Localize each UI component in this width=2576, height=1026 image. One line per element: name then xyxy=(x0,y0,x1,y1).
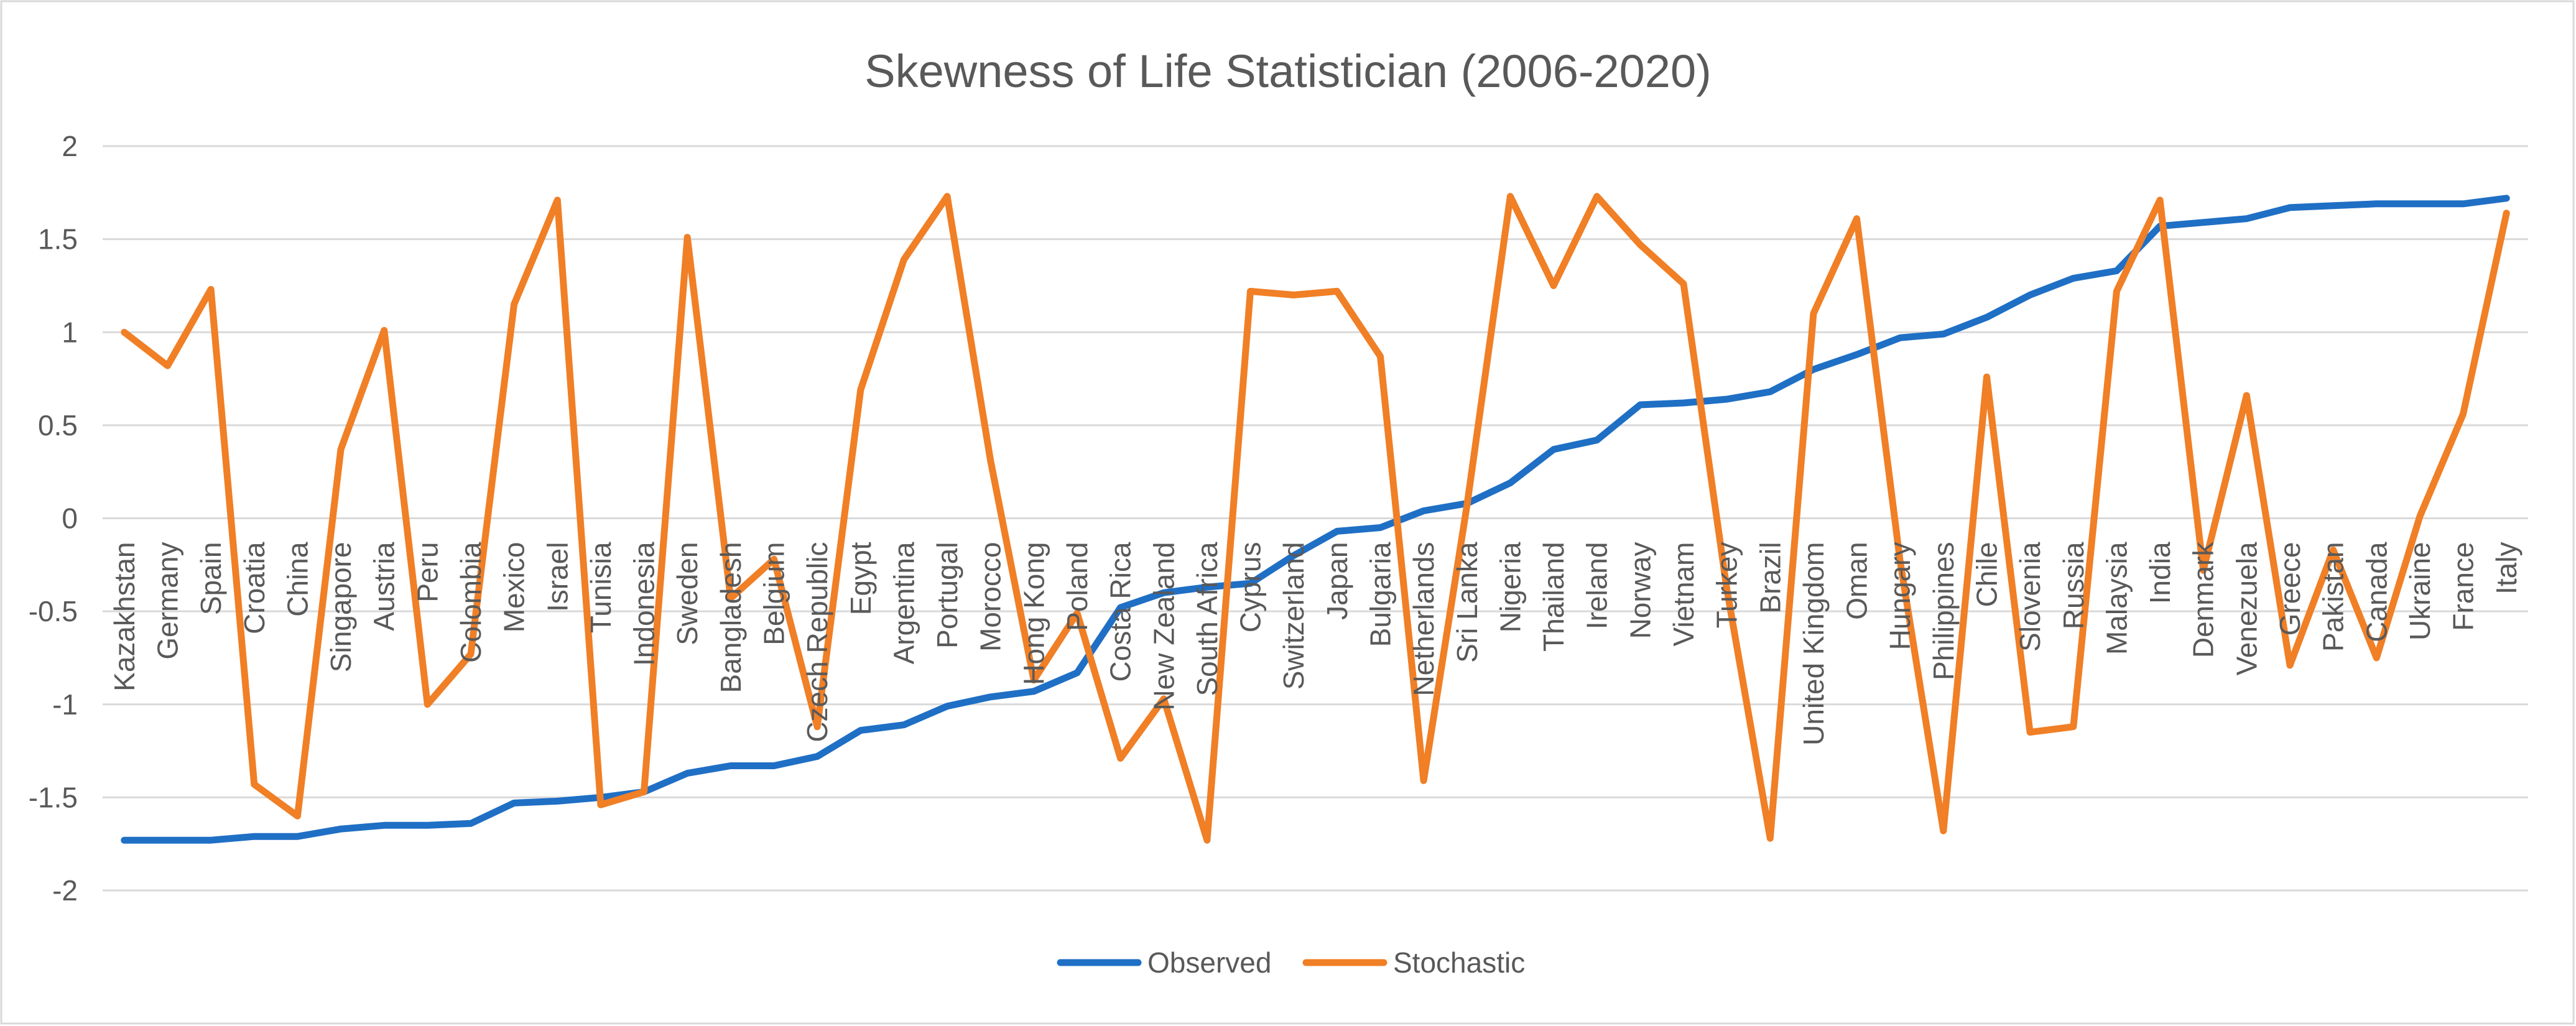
x-category-label: Belgium xyxy=(758,542,790,645)
chart-title: Skewness of Life Statistician (2006-2020… xyxy=(864,45,1712,97)
x-category-label: South Africa xyxy=(1191,542,1223,696)
x-axis-category-labels: Kazakhstan Germany Spain Croatia China Singap… xyxy=(108,542,2523,746)
x-category-label: Spain xyxy=(195,542,227,615)
x-category-label: Thailand xyxy=(1537,542,1570,651)
x-category-label: Peru xyxy=(411,542,443,602)
x-category-label: Sweden xyxy=(671,542,703,645)
x-category-label: Italy xyxy=(2490,542,2523,594)
x-category-label: Egypt xyxy=(845,542,877,615)
y-tick-label: 0.5 xyxy=(38,409,78,441)
x-category-label: Nigeria xyxy=(1494,542,1526,632)
x-category-label: Japan xyxy=(1321,542,1353,619)
y-tick-label: -2 xyxy=(52,874,78,907)
x-category-label: Austria xyxy=(368,542,401,631)
x-category-label: Singapore xyxy=(325,542,357,672)
gridlines xyxy=(103,145,2528,892)
y-tick-label: 1.5 xyxy=(38,223,78,256)
y-tick-label: 0 xyxy=(62,502,78,535)
x-category-label: United Kingdom xyxy=(1797,542,1830,746)
x-category-label: India xyxy=(2144,542,2176,604)
x-category-label: Morocco xyxy=(975,542,1007,652)
x-category-label: Ireland xyxy=(1581,542,1613,630)
x-category-label: Switzerland xyxy=(1277,542,1310,690)
y-tick-label: 2 xyxy=(62,130,78,162)
x-category-label: Israel xyxy=(541,542,573,612)
legend-label-observed: Observed xyxy=(1147,946,1271,979)
x-category-label: Poland xyxy=(1061,542,1093,631)
x-category-label: Indonesia xyxy=(628,542,660,666)
x-category-label: Pakistan xyxy=(2317,542,2350,651)
x-category-label: Russia xyxy=(2057,542,2090,629)
x-category-label: Turkey xyxy=(1711,542,1743,628)
x-category-label: Cyprus xyxy=(1235,542,1267,632)
x-category-label: Denmark xyxy=(2187,542,2220,659)
x-category-label: Norway xyxy=(1624,542,1656,639)
x-category-label: Vietnam xyxy=(1667,542,1700,647)
x-category-label: Chile xyxy=(1971,542,2003,608)
x-category-label: Bulgaria xyxy=(1364,542,1397,647)
x-category-label: Colombia xyxy=(455,542,487,663)
series-line-stochastic xyxy=(121,193,2510,844)
y-tick-label: -1 xyxy=(52,688,78,721)
x-category-label: Hong Kong xyxy=(1017,542,1050,685)
x-category-label: Germany xyxy=(152,542,184,660)
x-category-label: Costa Rica xyxy=(1105,542,1137,682)
x-category-label: Czech Republic xyxy=(801,542,833,742)
x-category-label: Mexico xyxy=(498,542,530,632)
x-category-label: France xyxy=(2447,542,2480,631)
legend-label-stochastic: Stochastic xyxy=(1393,946,1525,979)
x-category-label: Portugal xyxy=(931,542,963,648)
x-category-label: Slovenia xyxy=(2014,542,2046,652)
x-category-label: China xyxy=(281,542,313,617)
x-category-label: Greece xyxy=(2274,542,2306,636)
x-category-label: Canada xyxy=(2360,542,2393,642)
series-lines xyxy=(121,193,2510,844)
x-category-label: Tunisia xyxy=(585,542,617,633)
x-category-label: Venezuela xyxy=(2230,542,2263,675)
x-category-label: Netherlands xyxy=(1407,542,1440,696)
x-category-label: Bangladesh xyxy=(715,542,747,693)
series-line-observed xyxy=(121,195,2510,844)
x-category-label: Oman xyxy=(1841,542,1873,619)
legend: Observed Stochastic xyxy=(1057,946,1525,979)
y-tick-label: -1.5 xyxy=(29,781,78,813)
x-category-label: Argentina xyxy=(887,542,920,664)
x-category-label: Ukraine xyxy=(2404,542,2436,641)
x-category-label: Hungary xyxy=(1884,542,1916,650)
y-axis-tick-labels: 2 1.5 1 0.5 0 -0.5 -1 -1.5 -2 xyxy=(29,130,78,907)
x-category-label: Croatia xyxy=(238,542,271,634)
x-category-label: Brazil xyxy=(1754,542,1786,614)
y-tick-label: 1 xyxy=(62,316,78,348)
x-category-label: New Zealand xyxy=(1147,542,1180,711)
x-category-label: Sri Lanka xyxy=(1451,542,1483,663)
x-category-label: Kazakhstan xyxy=(108,542,141,691)
x-category-label: Philippines xyxy=(1927,542,1960,680)
x-category-label: Malaysia xyxy=(2100,542,2133,655)
y-tick-label: -0.5 xyxy=(29,595,78,627)
